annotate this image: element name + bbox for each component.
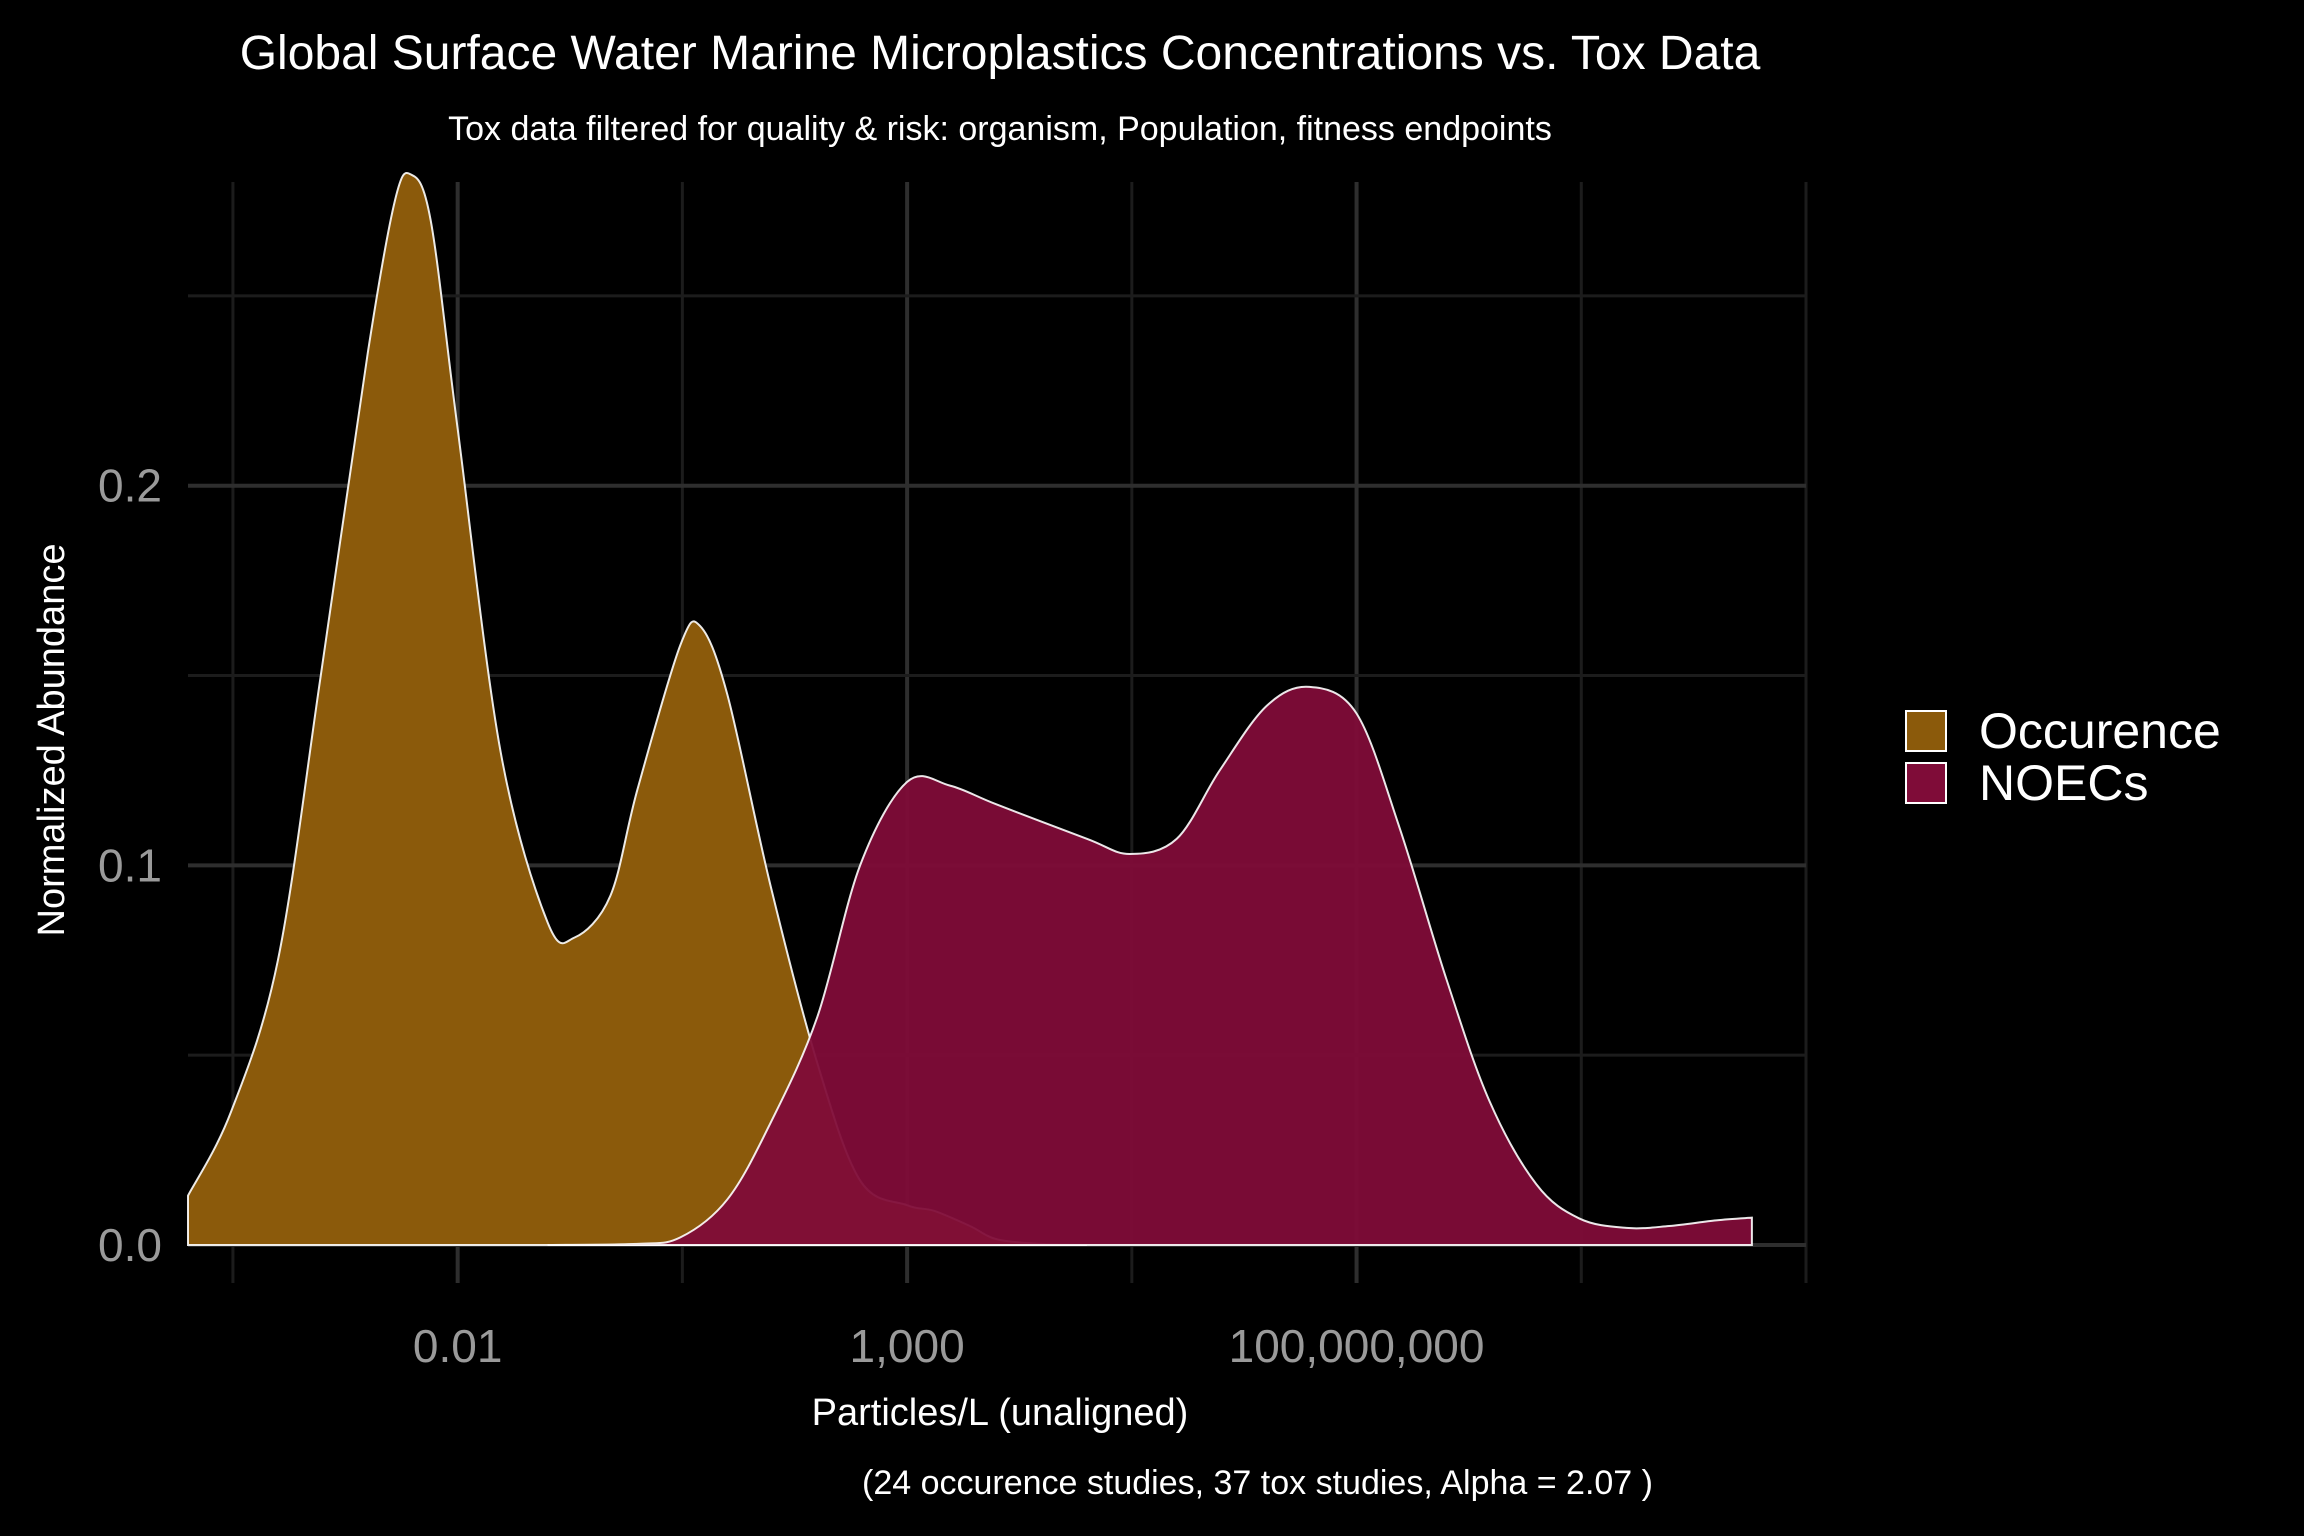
y-tick-label: 0.1 bbox=[98, 839, 162, 891]
y-tick-label: 0.0 bbox=[98, 1219, 162, 1271]
legend-swatch-noecs bbox=[1905, 762, 1947, 804]
legend-item-noecs: NOECs bbox=[1905, 757, 2221, 809]
legend-swatch-occurence bbox=[1905, 710, 1947, 752]
x-tick-label: 100,000,000 bbox=[1229, 1320, 1485, 1372]
area-noecs bbox=[547, 685, 1753, 1246]
legend: Occurence NOECs bbox=[1905, 705, 2221, 809]
axis-ticks: 0.01 1,000 100,000,000 0.0 0.1 0.2 bbox=[98, 460, 1484, 1372]
legend-item-occurence: Occurence bbox=[1905, 705, 2221, 757]
y-axis-label: Normalized Abundance bbox=[31, 544, 73, 937]
chart-caption: (24 occurence studies, 37 tox studies, A… bbox=[862, 1464, 1653, 1502]
x-tick-label: 0.01 bbox=[413, 1320, 503, 1372]
density-areas bbox=[187, 172, 1753, 1246]
x-tick-label: 1,000 bbox=[850, 1320, 965, 1372]
legend-label-noecs: NOECs bbox=[1979, 755, 2149, 811]
x-axis-label: Particles/L (unaligned) bbox=[812, 1392, 1189, 1434]
chart-title: Global Surface Water Marine Microplastic… bbox=[239, 27, 1761, 80]
legend-label-occurence: Occurence bbox=[1979, 703, 2221, 759]
chart-subtitle: Tox data filtered for quality & risk: or… bbox=[448, 110, 1552, 148]
y-tick-label: 0.2 bbox=[98, 460, 162, 512]
